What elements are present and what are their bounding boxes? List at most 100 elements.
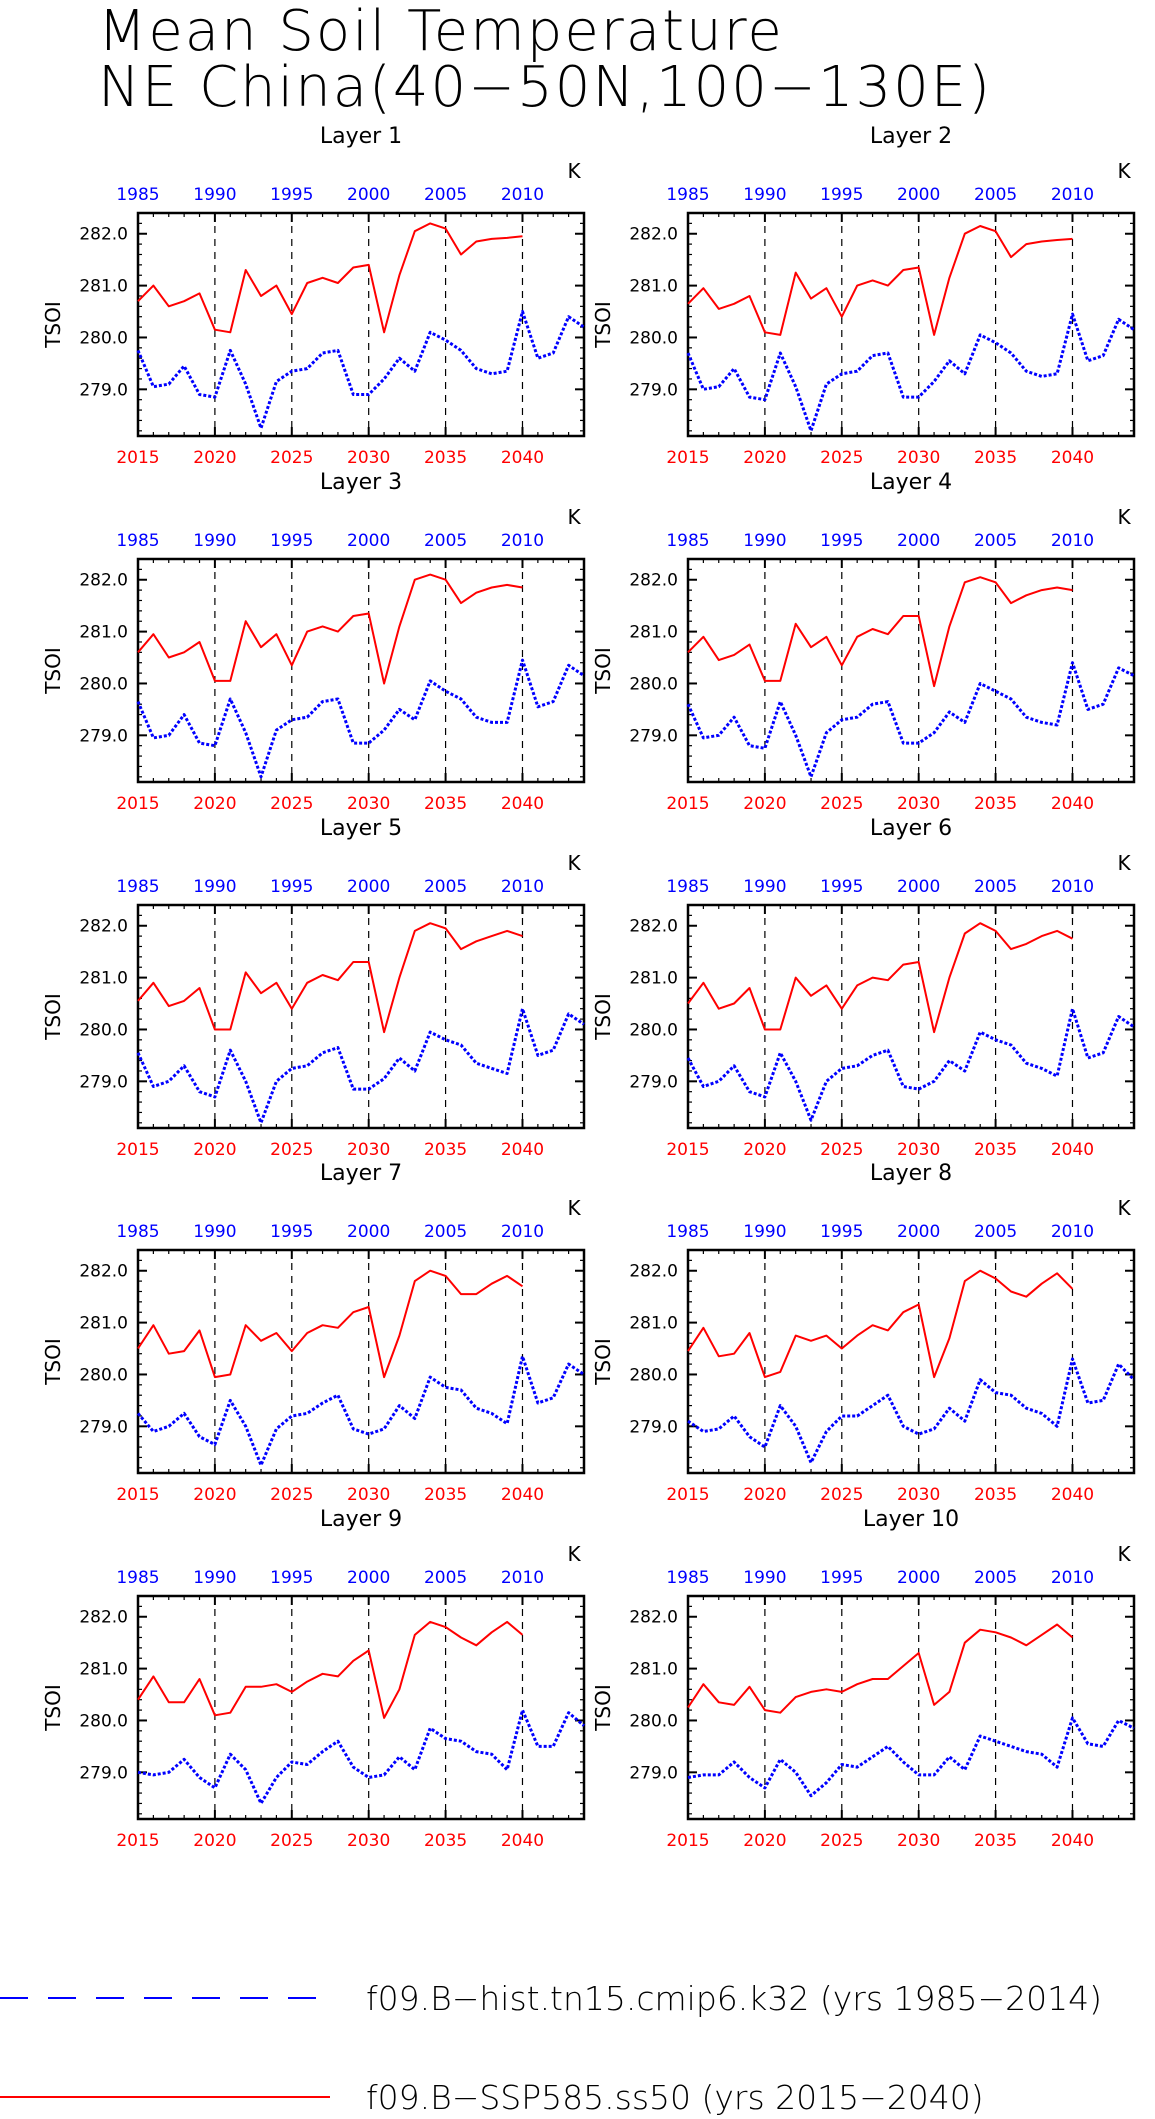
panel-title: Layer 6 xyxy=(870,816,952,841)
panel-9: Layer 9 K TSOI 279.0 280.0 281.0 282.0 2015 2020… xyxy=(41,1507,586,1851)
x-top-tick-label: 1995 xyxy=(820,185,863,205)
y-tick-label: 280.0 xyxy=(79,674,128,694)
x-top-tick-label: 1990 xyxy=(743,531,786,551)
x-bottom-tick-label: 2030 xyxy=(897,1831,940,1851)
figure-title-line-2: NE China(40−50N,100−130E) xyxy=(98,55,992,120)
series-line-hist xyxy=(136,1354,585,1467)
x-top-tick-label: 2000 xyxy=(347,531,390,551)
plot-frame xyxy=(136,1594,586,1821)
y-tick-label: 280.0 xyxy=(79,1020,128,1040)
series-line-ssp xyxy=(137,573,523,685)
x-bottom-tick-label: 2030 xyxy=(347,448,390,468)
x-top-tick-label: 1985 xyxy=(116,1568,159,1588)
units-label: K xyxy=(567,159,581,183)
panel-title: Layer 10 xyxy=(863,1507,959,1532)
y-tick-label: 280.0 xyxy=(79,328,128,348)
units-label: K xyxy=(1117,159,1131,183)
y-tick-label: 279.0 xyxy=(629,1072,678,1092)
y-tick-label: 281.0 xyxy=(79,623,128,643)
units-label: K xyxy=(567,851,581,875)
x-bottom-tick-label: 2020 xyxy=(743,1140,786,1160)
y-tick-label: 281.0 xyxy=(79,1314,128,1334)
x-bottom-tick-label: 2015 xyxy=(666,448,709,468)
x-bottom-tick-label: 2025 xyxy=(270,1140,313,1160)
legend-ssp-label: f09.B−SSP585.ss50 (yrs 2015−2040) xyxy=(366,2078,984,2117)
series-line-ssp xyxy=(687,576,1073,688)
x-top-tick-label: 1990 xyxy=(743,877,786,897)
x-bottom-tick-label: 2015 xyxy=(666,1140,709,1160)
y-axis-label: TSOI xyxy=(591,647,615,695)
x-bottom-tick-label: 2030 xyxy=(347,1485,390,1505)
x-top-tick-label: 1990 xyxy=(193,531,236,551)
plot-frame xyxy=(686,211,1136,438)
x-bottom-tick-label: 2035 xyxy=(424,448,467,468)
panel-4: Layer 4 K TSOI 279.0 280.0 281.0 282.0 2015 2020… xyxy=(591,470,1136,814)
x-bottom-tick-label: 2020 xyxy=(743,448,786,468)
panel-title: Layer 7 xyxy=(320,1161,402,1186)
panel-3: Layer 3 K TSOI 279.0 280.0 281.0 282.0 2015 2020… xyxy=(41,470,586,814)
y-tick-label: 279.0 xyxy=(79,1417,128,1437)
x-top-tick-label: 1985 xyxy=(116,1222,159,1242)
panel-5: Layer 5 K TSOI 279.0 280.0 281.0 282.0 2015 2020… xyxy=(41,816,586,1160)
x-bottom-tick-label: 2035 xyxy=(974,794,1017,814)
y-tick-label: 281.0 xyxy=(79,277,128,297)
x-bottom-tick-label: 2035 xyxy=(424,1831,467,1851)
x-top-tick-label: 2005 xyxy=(974,1568,1017,1588)
x-bottom-tick-label: 2025 xyxy=(270,1831,313,1851)
x-bottom-tick-label: 2025 xyxy=(270,448,313,468)
legend-hist-label: f09.B−hist.tn15.cmip6.k32 (yrs 1985−2014… xyxy=(366,1979,1103,2018)
units-label: K xyxy=(1117,851,1131,875)
y-axis-label: TSOI xyxy=(41,647,65,695)
x-bottom-tick-label: 2035 xyxy=(974,1485,1017,1505)
panel-title: Layer 3 xyxy=(320,470,402,495)
x-bottom-tick-label: 2015 xyxy=(666,1831,709,1851)
x-bottom-tick-label: 2035 xyxy=(974,1140,1017,1160)
x-bottom-tick-label: 2030 xyxy=(347,1831,390,1851)
y-tick-label: 279.0 xyxy=(629,1417,678,1437)
plot-frame xyxy=(136,1248,586,1475)
series-line-ssp xyxy=(687,1623,1074,1714)
x-top-tick-label: 2005 xyxy=(424,531,467,551)
plot-frame xyxy=(136,903,586,1130)
x-bottom-tick-label: 2020 xyxy=(743,1831,786,1851)
x-bottom-tick-label: 2030 xyxy=(897,1140,940,1160)
x-bottom-tick-label: 2025 xyxy=(270,794,313,814)
y-tick-label: 282.0 xyxy=(79,571,128,591)
y-tick-label: 281.0 xyxy=(629,1660,678,1680)
x-bottom-tick-label: 2015 xyxy=(666,794,709,814)
x-bottom-tick-label: 2025 xyxy=(820,448,863,468)
x-top-tick-label: 1995 xyxy=(820,1222,863,1242)
y-tick-label: 282.0 xyxy=(79,225,128,245)
x-top-tick-label: 1985 xyxy=(116,531,159,551)
x-bottom-tick-label: 2040 xyxy=(1051,1140,1094,1160)
x-top-tick-label: 2010 xyxy=(501,1568,544,1588)
series-line-hist xyxy=(686,1007,1135,1122)
x-bottom-tick-label: 2035 xyxy=(974,448,1017,468)
series-line-hist xyxy=(136,310,585,430)
x-top-tick-label: 1990 xyxy=(193,1222,236,1242)
series-line-ssp xyxy=(137,1269,524,1379)
x-top-tick-label: 1995 xyxy=(820,1568,863,1588)
plot-frame xyxy=(686,1594,1136,1821)
x-top-tick-label: 2005 xyxy=(974,877,1017,897)
x-bottom-tick-label: 2040 xyxy=(501,1485,544,1505)
x-top-tick-label: 2000 xyxy=(347,185,390,205)
y-tick-label: 282.0 xyxy=(629,571,678,591)
x-bottom-tick-label: 2040 xyxy=(1051,448,1094,468)
x-bottom-tick-label: 2030 xyxy=(897,794,940,814)
x-bottom-tick-label: 2035 xyxy=(424,1485,467,1505)
plot-frame xyxy=(686,903,1136,1130)
x-top-tick-label: 2005 xyxy=(424,1222,467,1242)
plot-frame xyxy=(136,557,586,784)
y-tick-label: 279.0 xyxy=(79,1072,128,1092)
x-bottom-tick-label: 2035 xyxy=(424,1140,467,1160)
x-bottom-tick-label: 2025 xyxy=(270,1485,313,1505)
x-top-tick-label: 2000 xyxy=(897,531,940,551)
y-tick-label: 281.0 xyxy=(629,969,678,989)
y-axis-label: TSOI xyxy=(41,301,65,349)
panel-title: Layer 8 xyxy=(870,1161,952,1186)
x-top-tick-label: 2000 xyxy=(897,1222,940,1242)
x-top-tick-label: 2010 xyxy=(1051,531,1094,551)
x-bottom-tick-label: 2035 xyxy=(974,1831,1017,1851)
